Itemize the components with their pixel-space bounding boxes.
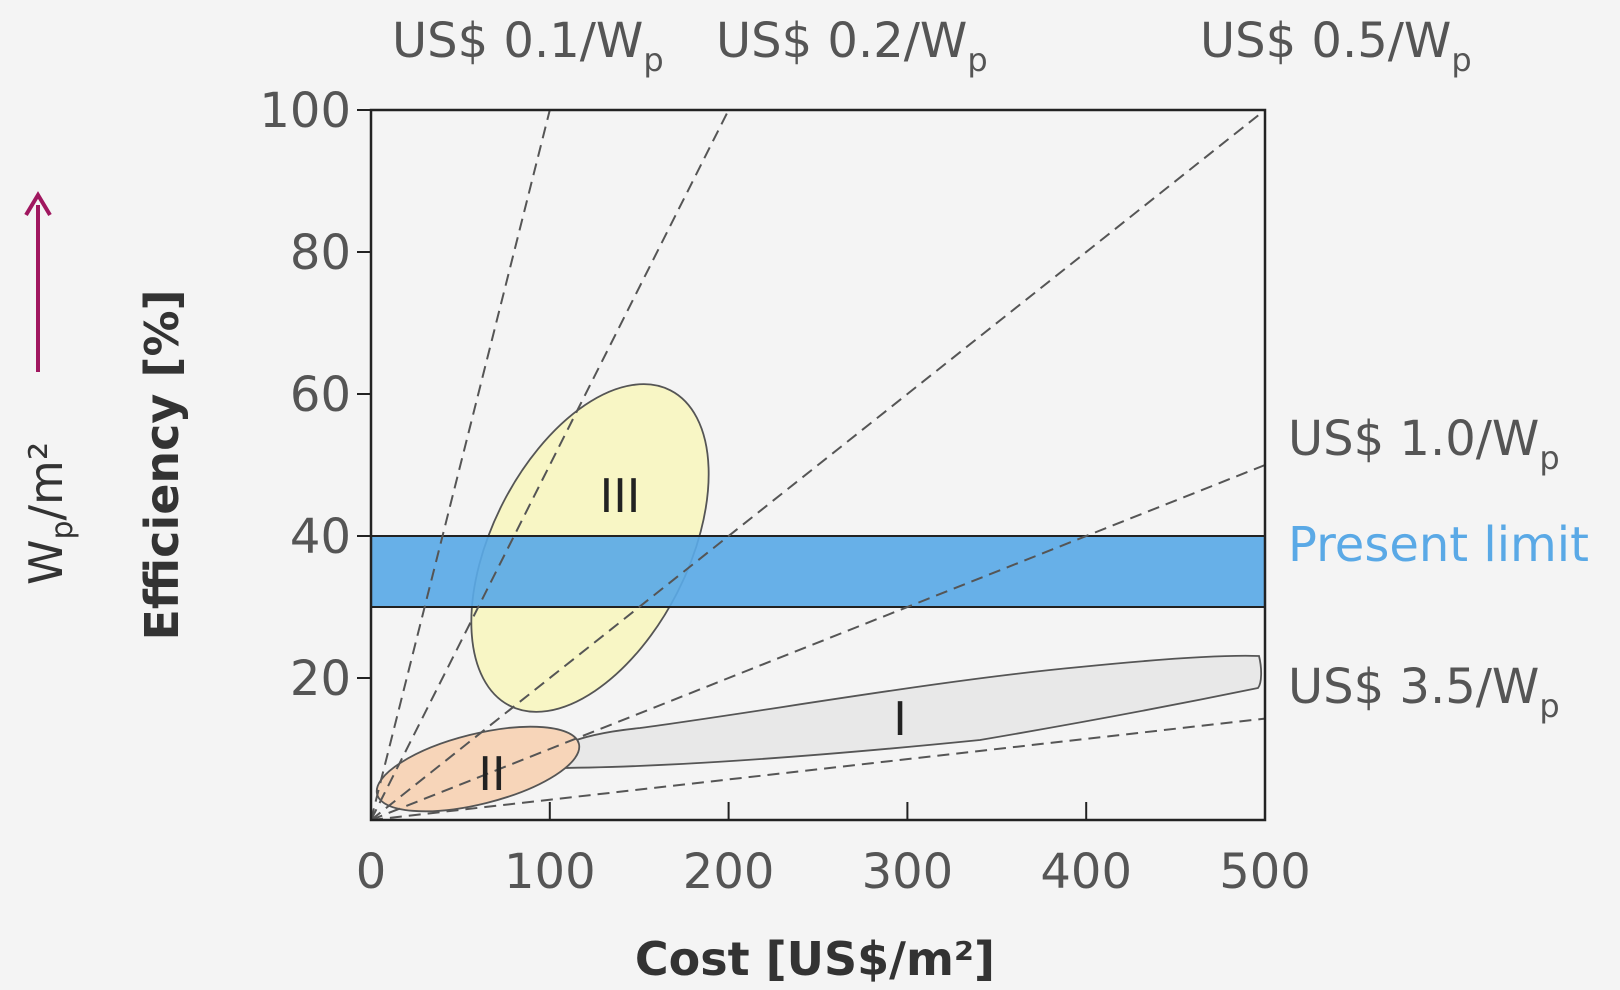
x-tick-label-400: 400 bbox=[1040, 844, 1132, 900]
cost-line-label-0-1: US$ 0.1/Wp bbox=[392, 13, 664, 79]
x-tick-label-500: 500 bbox=[1219, 844, 1311, 900]
region-i bbox=[544, 654, 1263, 769]
cost-line-label-3-5: US$ 3.5/Wp bbox=[1288, 659, 1560, 725]
y-axis-title: Efficiency [%] bbox=[135, 289, 189, 640]
cost-line-0 bbox=[370, 109, 551, 821]
x-tick-label-100: 100 bbox=[504, 844, 596, 900]
x-tick-label-200: 200 bbox=[683, 844, 775, 900]
cost-line-3 bbox=[370, 464, 1266, 821]
y-tick-label-100: 100 bbox=[259, 83, 351, 139]
y-tick-label-60: 60 bbox=[290, 367, 351, 423]
ticks-layer bbox=[357, 109, 1088, 820]
present-limit-label: Present limit bbox=[1288, 517, 1589, 573]
up-arrow-icon bbox=[24, 191, 52, 372]
present-limit-band bbox=[370, 535, 1266, 608]
cost-lines-layer bbox=[370, 109, 1266, 821]
y-tick-label-40: 40 bbox=[290, 509, 351, 565]
wp-per-m2-label: Wp/m² bbox=[19, 442, 80, 585]
cost-line-4 bbox=[370, 717, 1266, 821]
x-tick-label-0: 0 bbox=[356, 844, 387, 900]
plot-frame bbox=[369, 108, 1267, 822]
cost-line-2 bbox=[370, 109, 1266, 821]
x-tick-label-300: 300 bbox=[862, 844, 954, 900]
region-label-iii: III bbox=[600, 469, 641, 523]
y-tick-label-80: 80 bbox=[290, 225, 351, 281]
x-tick-labels: 0 100 200 300 400 500 bbox=[356, 844, 1311, 900]
region-label-i: I bbox=[893, 692, 907, 746]
region-label-ii: II bbox=[478, 747, 505, 801]
y-tick-labels: 20 40 60 80 100 bbox=[259, 83, 351, 707]
cost-line-label-0-2: US$ 0.2/Wp bbox=[716, 13, 988, 79]
x-axis-title: Cost [US$/m²] bbox=[635, 932, 995, 986]
y-tick-label-20: 20 bbox=[290, 651, 351, 707]
cost-line-label-0-5: US$ 0.5/Wp bbox=[1200, 13, 1472, 79]
cost-line-label-1-0: US$ 1.0/Wp bbox=[1288, 411, 1560, 477]
